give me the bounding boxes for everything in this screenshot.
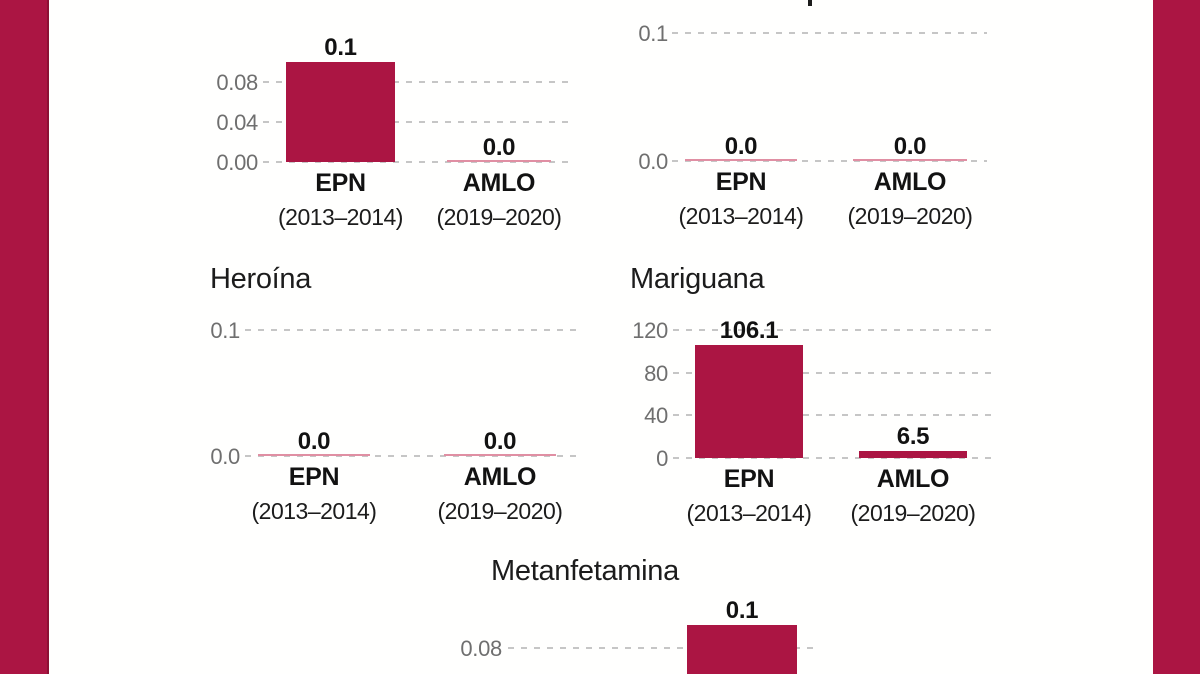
y-tick-label: 0.00 (216, 150, 258, 175)
y-gridline (245, 329, 576, 331)
period-label: (2013–2014) (278, 204, 403, 230)
y-gridline (673, 414, 992, 417)
bar (859, 451, 967, 458)
right-border-band (1153, 0, 1200, 674)
category-label: AMLO (876, 465, 950, 493)
category-label: EPN (723, 465, 775, 493)
cropped-title-fragment (808, 0, 812, 6)
period-label: (2019–2020) (850, 500, 976, 526)
chart-title: Mariguana (630, 263, 765, 295)
period-label: (2013–2014) (251, 498, 377, 524)
bar (286, 62, 395, 162)
y-gridline (263, 161, 571, 163)
zero-value-bar (444, 454, 556, 456)
period-label: (2013–2014) (686, 500, 812, 526)
y-gridline (673, 371, 992, 374)
y-tick-label: 0.08 (216, 70, 258, 95)
y-gridline (245, 455, 576, 457)
bar-value-label: 106.1 (719, 317, 779, 344)
y-tick-label: 0.0 (210, 444, 240, 469)
y-gridline (263, 81, 571, 83)
y-tick-label: 0.1 (210, 318, 240, 343)
y-gridline (673, 328, 992, 331)
bar-value-label: 0.0 (724, 133, 758, 160)
y-tick-label: 0.1 (638, 21, 668, 46)
period-label: (2019–2020) (847, 203, 973, 229)
y-tick-label: 0.08 (460, 636, 502, 661)
category-label: EPN (715, 168, 767, 196)
y-gridline (263, 121, 571, 123)
period-label: (2019–2020) (436, 204, 562, 230)
y-gridline (673, 457, 992, 459)
bar (687, 625, 797, 674)
category-label: EPN (315, 169, 366, 197)
zero-value-bar (447, 160, 551, 162)
bar-value-label: 0.1 (324, 34, 357, 61)
y-tick-label: 40 (644, 403, 668, 429)
chart-title: Metanfetamina (491, 555, 679, 587)
bar-value-label: 0.0 (483, 428, 517, 455)
bar-value-label: 6.5 (896, 423, 930, 450)
y-tick-label: 120 (632, 317, 668, 343)
period-label: (2013–2014) (678, 203, 804, 229)
period-label: (2019–2020) (437, 498, 563, 524)
category-label: AMLO (873, 168, 947, 196)
chart-title: Heroína (210, 263, 312, 295)
zero-value-bar (685, 159, 797, 161)
bar-value-label: 0.1 (725, 597, 759, 624)
left-border-band (0, 0, 49, 674)
y-tick-label: 0.0 (638, 149, 668, 174)
y-tick-label: 80 (644, 360, 668, 386)
zero-value-bar (258, 454, 370, 456)
y-tick-label: 0.04 (216, 110, 258, 135)
y-tick-label: 0 (656, 446, 668, 471)
bar-value-label: 0.0 (893, 133, 927, 160)
zero-value-bar (853, 159, 967, 161)
category-label: EPN (288, 463, 340, 491)
y-gridline (672, 160, 987, 162)
bar (695, 345, 803, 458)
y-gridline (672, 32, 987, 34)
category-label: AMLO (463, 463, 537, 491)
category-label: AMLO (462, 169, 536, 197)
bar-value-label: 0.0 (297, 428, 331, 455)
bar-value-label: 0.0 (482, 134, 516, 161)
y-gridline (508, 647, 819, 649)
